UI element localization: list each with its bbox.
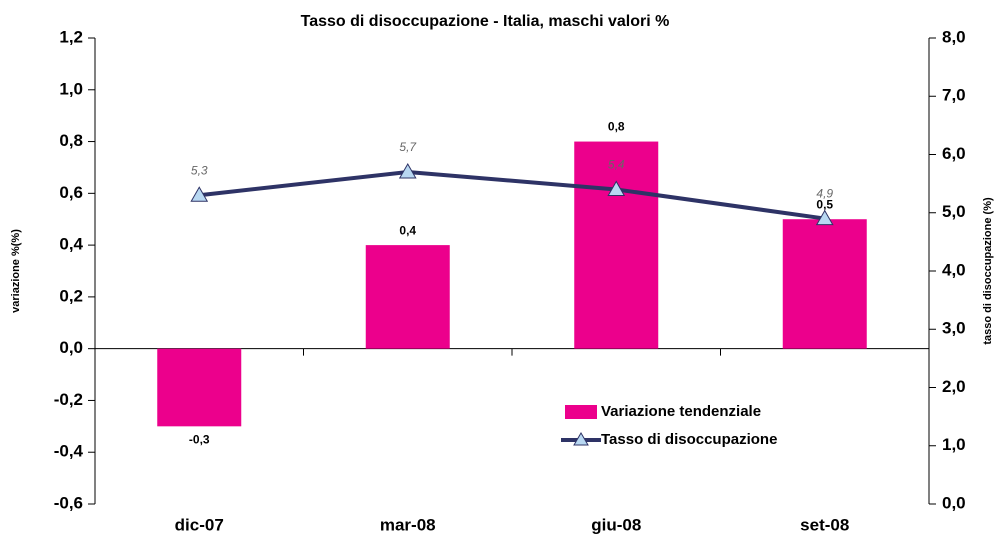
y-tick-label: -0,4 (54, 442, 84, 461)
y-tick-label: 0,0 (59, 338, 83, 357)
legend-marker (573, 432, 589, 446)
y2-tick-label: 0,0 (942, 493, 966, 512)
y2-tick-label: 1,0 (942, 435, 966, 454)
line-value-label: 5,7 (399, 140, 417, 154)
bar (365, 245, 450, 349)
y2-tick-label: 6,0 (942, 144, 966, 163)
y2-tick-label: 4,0 (942, 260, 966, 279)
line (199, 169, 826, 221)
y2-tick-label: 3,0 (942, 319, 966, 338)
y-tick-label: 0,4 (59, 235, 83, 254)
line-marker (398, 162, 417, 179)
y-tick-label: 0,2 (59, 286, 83, 305)
legend-label: Variazione tendenziale (601, 403, 761, 420)
y-tick-label: 1,2 (59, 27, 83, 46)
x-tick-label: dic-07 (175, 515, 224, 534)
line-marker (815, 209, 834, 226)
line-value-label: 5,4 (608, 158, 625, 172)
chart-title: Tasso di disoccupazione - Italia, maschi… (301, 13, 670, 30)
y2-tick-label: 2,0 (942, 377, 966, 396)
bar (782, 219, 867, 349)
bar (157, 348, 242, 427)
line-marker (190, 186, 209, 202)
bar (574, 141, 659, 349)
x-tick-label: giu-08 (591, 515, 641, 534)
y2-tick-label: 7,0 (942, 86, 966, 105)
y-tick-label: 1,0 (59, 79, 83, 98)
y-axis-label: variazione %(%) (10, 229, 22, 313)
bar-value-label: -0,3 (189, 433, 210, 447)
y-tick-label: 0,6 (59, 183, 83, 202)
bar-value-label: 0,8 (608, 120, 625, 134)
line-marker (607, 180, 626, 196)
bar-value-label: 0,4 (399, 223, 416, 237)
legend-swatch (565, 405, 597, 419)
legend-label: Tasso di disoccupazione (601, 431, 777, 448)
line-value-label: 5,3 (191, 163, 208, 177)
y-tick-label: -0,6 (54, 493, 83, 512)
line-value-label: 4,9 (816, 187, 833, 201)
y2-tick-label: 5,0 (942, 202, 966, 221)
bar-value-label: 0,5 (816, 197, 833, 211)
y-tick-label: -0,2 (54, 390, 83, 409)
x-tick-label: set-08 (800, 515, 849, 534)
x-tick-label: mar-08 (380, 515, 436, 534)
y-tick-label: 0,8 (59, 131, 83, 150)
y2-tick-label: 8,0 (942, 27, 966, 46)
y2-axis-label: tasso di disoccupazione (%) (982, 197, 994, 345)
